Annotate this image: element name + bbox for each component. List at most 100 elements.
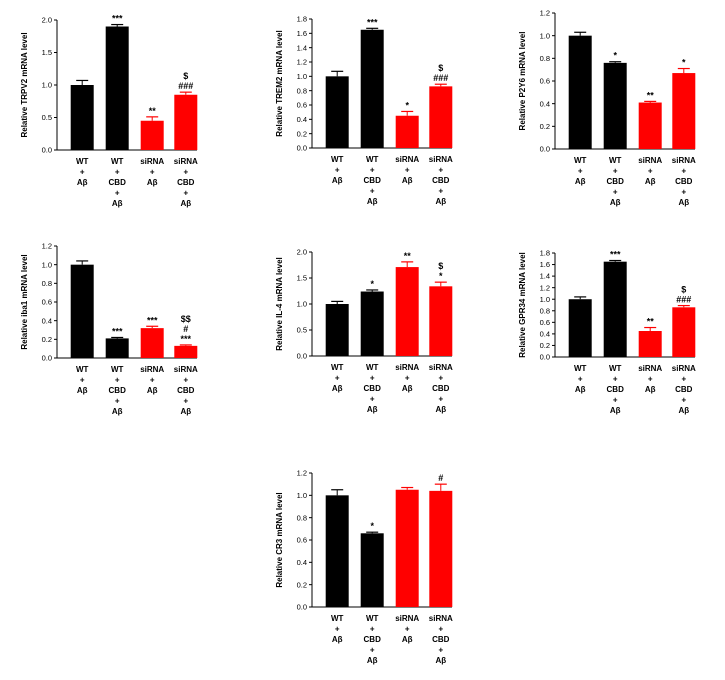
- x-category-label: CBD: [432, 635, 450, 644]
- significance-label: *: [439, 271, 443, 281]
- bar-2: [105, 338, 129, 358]
- y-tick-label: 1.0: [42, 260, 52, 269]
- y-axis-label: Relative iba1 mRNA level: [20, 254, 29, 349]
- x-category-label: Aβ: [367, 197, 378, 206]
- x-category-label: CBD: [364, 384, 382, 393]
- x-category-label: +: [150, 376, 155, 385]
- x-category-label: +: [405, 374, 410, 383]
- significance-label: **: [647, 317, 655, 327]
- x-category-label: Aβ: [645, 177, 656, 186]
- x-category-label: siRNA: [672, 364, 696, 373]
- x-category-label: +: [80, 376, 85, 385]
- bar-4: [174, 94, 198, 150]
- x-category-label: Aβ: [147, 386, 158, 395]
- bar-2: [105, 26, 129, 150]
- x-category-label: +: [648, 167, 653, 176]
- x-category-label: siRNA: [395, 155, 419, 164]
- significance-label: ***: [181, 334, 192, 344]
- significance-label: ***: [610, 250, 621, 260]
- x-category-label: siRNA: [395, 363, 419, 372]
- x-category-label: +: [370, 374, 375, 383]
- x-category-label: +: [613, 396, 618, 405]
- y-tick-label: 1.0: [297, 300, 307, 309]
- bar-2: [360, 29, 384, 148]
- x-category-label: +: [681, 396, 686, 405]
- y-tick-label: 1.0: [297, 72, 307, 81]
- chart-panel-2: 0.0 0.2 0.4 0.6 0.8 1.0 1.2 1.4 1.6 1.8 Relative T…: [275, 15, 453, 206]
- y-tick-label: 1.0: [297, 491, 307, 500]
- significance-label: #: [183, 324, 188, 334]
- x-category-label: CBD: [364, 635, 382, 644]
- significance-label: ###: [676, 295, 691, 305]
- x-category-label: +: [405, 166, 410, 175]
- x-category-label: Aβ: [678, 198, 689, 207]
- y-tick-label: 0.2: [42, 335, 52, 344]
- significance-label: ###: [178, 81, 193, 91]
- x-category-label: +: [183, 168, 188, 177]
- significance-label: ###: [433, 73, 448, 83]
- significance-label: **: [149, 106, 157, 116]
- x-category-label: +: [80, 168, 85, 177]
- x-category-label: CBD: [432, 176, 450, 185]
- y-tick-label: 1.6: [540, 260, 550, 269]
- significance-label: #: [438, 473, 443, 483]
- x-category-label: WT: [609, 156, 622, 165]
- x-category-label: Aβ: [147, 178, 158, 187]
- x-category-label: +: [613, 167, 618, 176]
- x-category-label: +: [370, 646, 375, 655]
- x-category-label: +: [370, 625, 375, 634]
- x-category-label: +: [335, 374, 340, 383]
- y-tick-label: 1.8: [540, 249, 550, 258]
- x-category-label: +: [648, 375, 653, 384]
- x-category-label: +: [681, 188, 686, 197]
- x-category-label: +: [370, 395, 375, 404]
- y-tick-label: 1.2: [297, 58, 307, 67]
- y-tick-label: 0.0: [297, 352, 307, 361]
- x-category-label: WT: [574, 156, 587, 165]
- x-category-label: CBD: [364, 176, 382, 185]
- bar-1: [568, 35, 592, 149]
- x-category-label: CBD: [109, 178, 127, 187]
- significance-label: *: [370, 279, 374, 289]
- x-category-label: siRNA: [638, 156, 662, 165]
- y-tick-label: 0.0: [42, 354, 52, 363]
- y-tick-label: 0.8: [42, 279, 52, 288]
- bar-1: [70, 264, 94, 358]
- x-category-label: CBD: [675, 385, 693, 394]
- x-category-label: +: [681, 375, 686, 384]
- significance-label: **: [404, 251, 412, 261]
- significance-label: ***: [147, 315, 158, 325]
- x-category-label: +: [370, 187, 375, 196]
- y-axis-label: Relative GPR34 mRNA level: [518, 252, 527, 358]
- y-tick-label: 0.8: [297, 513, 307, 522]
- y-tick-label: 0.5: [42, 113, 52, 122]
- x-category-label: Aβ: [610, 198, 621, 207]
- x-category-label: Aβ: [180, 199, 191, 208]
- x-category-label: siRNA: [174, 365, 198, 374]
- x-category-label: +: [115, 397, 120, 406]
- y-tick-label: 0.6: [297, 536, 307, 545]
- x-category-label: Aβ: [367, 656, 378, 665]
- y-tick-label: 1.8: [297, 15, 307, 24]
- x-category-label: CBD: [607, 385, 625, 394]
- significance-label: $$: [181, 314, 191, 324]
- significance-label: $: [681, 285, 686, 295]
- bar-4: [429, 490, 453, 607]
- x-category-label: +: [578, 167, 583, 176]
- y-axis-label: Relative TREM2 mRNA level: [275, 30, 284, 136]
- y-tick-label: 1.2: [540, 283, 550, 292]
- y-axis-label: Relative TRPV2 mRNA level: [20, 32, 29, 137]
- x-category-label: Aβ: [435, 197, 446, 206]
- x-category-label: +: [150, 168, 155, 177]
- x-category-label: Aβ: [575, 385, 586, 394]
- x-category-label: +: [115, 376, 120, 385]
- x-category-label: +: [370, 166, 375, 175]
- x-category-label: Aβ: [678, 406, 689, 415]
- x-category-label: Aβ: [402, 176, 413, 185]
- x-category-label: WT: [574, 364, 587, 373]
- y-tick-label: 0.5: [297, 326, 307, 335]
- x-category-label: +: [335, 166, 340, 175]
- y-tick-label: 0.2: [540, 341, 550, 350]
- y-tick-label: 1.2: [540, 9, 550, 18]
- bar-1: [325, 495, 349, 607]
